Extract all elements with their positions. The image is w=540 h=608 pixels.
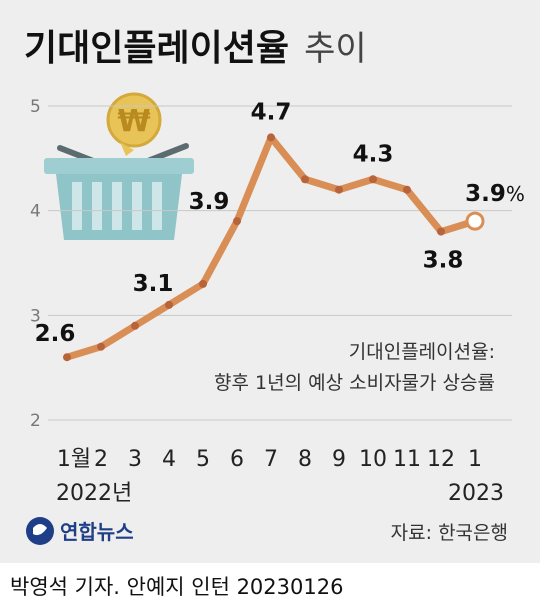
data-label-unit: % <box>506 182 525 206</box>
x-tick-label: 12 <box>427 447 455 472</box>
x-tick-label: 3 <box>128 447 142 472</box>
grid-lines <box>48 105 512 421</box>
data-point <box>369 175 377 184</box>
data-point <box>335 185 343 194</box>
note-line-2: 향후 1년의 예상 소비자물가 상승률 <box>214 372 495 394</box>
x-tick-label: 1 <box>468 447 482 472</box>
data-point <box>97 342 105 351</box>
y-tick-label: 2 <box>30 411 41 431</box>
y-tick-label: 4 <box>30 202 41 222</box>
data-label: 2.6 <box>35 321 76 347</box>
data-labels: 2.6 3.1 3.9 4.7 4.3 3.8 3.9% <box>35 99 525 347</box>
x-axis: 1월 2 3 4 5 6 7 8 9 10 11 12 1 <box>57 447 482 472</box>
shopping-basket-icon: ₩ <box>44 92 194 240</box>
credit-text: 박영석 기자. 안예지 인턴 20230126 <box>10 575 344 599</box>
note-line-1: 기대인플레이션율: <box>349 341 495 363</box>
data-points <box>63 133 485 362</box>
title-sub: 추이 <box>304 29 367 69</box>
data-point <box>267 133 275 142</box>
data-label: 4.3 <box>353 141 394 167</box>
data-point <box>165 300 173 309</box>
x-tick-label: 2 <box>94 447 108 472</box>
won-coin-icon: ₩ <box>117 104 150 139</box>
data-point <box>131 321 139 330</box>
chart-title: 기대인플레이션율 추이 <box>24 28 367 69</box>
x-tick-label: 8 <box>298 447 312 472</box>
data-point <box>199 279 207 288</box>
data-point <box>437 227 445 236</box>
y-axis: 2 3 4 5 <box>30 97 41 431</box>
year-label-end: 2023 <box>448 481 504 506</box>
source-text: 자료: 한국은행 <box>391 522 508 544</box>
data-label: 4.7 <box>251 99 292 125</box>
latest-data-point <box>465 211 485 231</box>
footer: 박영석 기자. 안예지 인턴 20230126 <box>0 563 540 608</box>
data-point <box>233 217 241 226</box>
x-tick-label: 11 <box>393 447 421 472</box>
year-label-start: 2022년 <box>56 481 132 506</box>
x-tick-label: 5 <box>196 447 210 472</box>
y-tick-label: 5 <box>30 97 41 117</box>
y-tick-label: 3 <box>30 306 41 326</box>
data-point <box>63 353 71 362</box>
data-point <box>403 185 411 194</box>
yonhap-logo: 연합뉴스 <box>26 517 134 545</box>
title-main: 기대인플레이션율 <box>24 28 289 69</box>
data-label: 3.1 <box>133 271 174 297</box>
x-tick-label: 9 <box>332 447 346 472</box>
x-tick-label: 7 <box>264 447 278 472</box>
logo-text: 연합뉴스 <box>60 520 134 544</box>
x-tick-label: 4 <box>162 447 176 472</box>
x-tick-label: 6 <box>230 447 244 472</box>
data-label: 3.9 <box>189 189 230 215</box>
data-point <box>301 175 309 184</box>
data-label: 3.9% <box>465 181 525 207</box>
x-tick-label: 10 <box>359 447 387 472</box>
data-label: 3.8 <box>423 248 464 274</box>
x-tick-label: 1월 <box>57 447 91 472</box>
